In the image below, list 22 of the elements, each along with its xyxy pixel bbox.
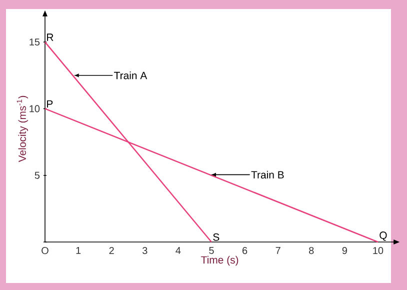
annotation: P [47,100,53,108]
x-axis-title: Time (s) [201,256,238,266]
annotation: S [213,233,220,241]
x-tick-label: O [42,247,48,254]
x-tick-label: 2 [109,247,114,254]
x-tick-label: 4 [176,247,181,254]
x-tick-label: 10 [373,247,384,254]
x-tick-label: 6 [242,247,248,254]
x-tick-label: 3 [142,247,148,254]
annotation: Train B [251,170,284,179]
y-tick-label: 15 [30,38,40,46]
y-tick-label: 5 [34,172,40,179]
y-tick-label: 10 [30,105,40,112]
x-tick-label: 8 [309,247,314,254]
annotation: Train A [114,72,148,80]
x-tick-label: 5 [209,247,214,254]
y-axis-title: Velocity (ms$^{-1}$) [16,96,28,162]
x-tick-label: 1 [76,247,81,254]
x-tick-label: 9 [342,247,347,254]
annotation: R [47,34,54,41]
annotation: Q [380,232,387,241]
x-tick-label: 7 [276,247,280,254]
